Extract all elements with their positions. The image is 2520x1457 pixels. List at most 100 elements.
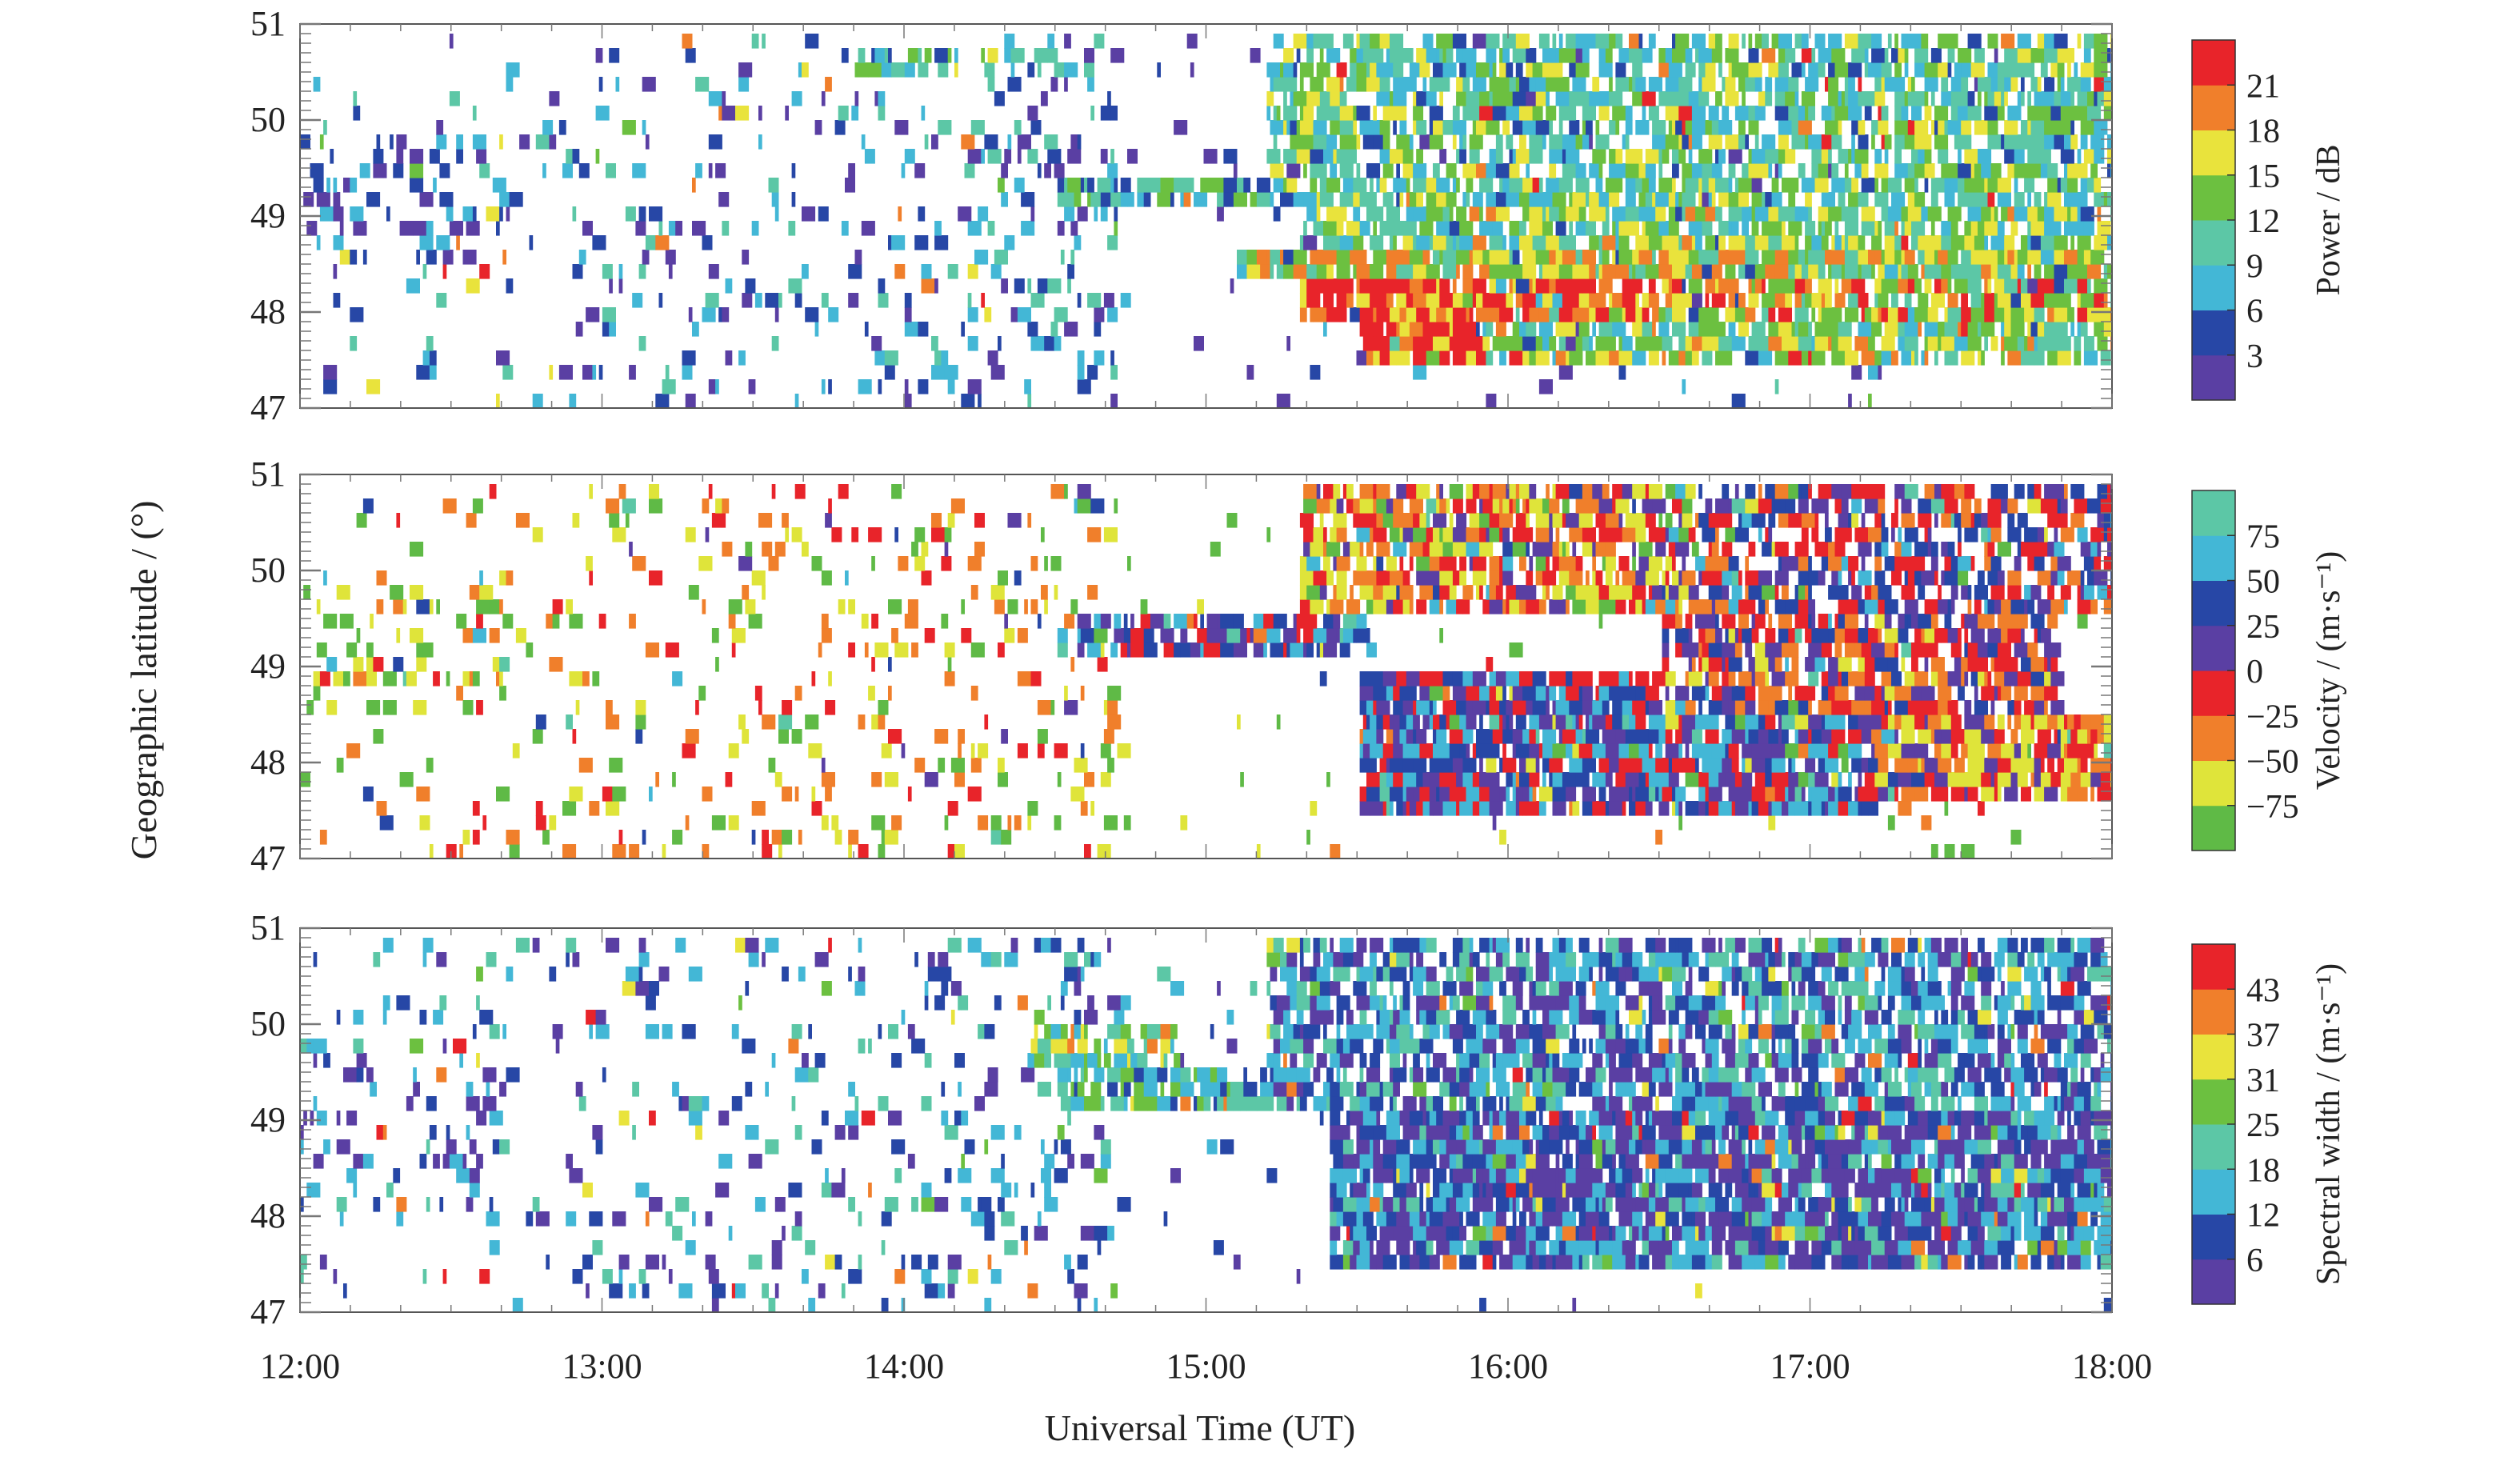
data-cell [2017,264,2025,279]
data-cell [1934,350,1938,366]
data-cell [1901,350,1912,366]
data-cell [1702,614,1716,629]
data-cell [1273,614,1287,629]
data-cell [1838,599,1846,614]
data-cell [1526,599,1540,614]
data-cell [1609,120,1616,135]
data-cell [1685,48,1693,63]
data-cell [2060,729,2068,744]
data-cell [1668,772,1679,787]
data-cell [1758,599,1766,614]
data-cell [1578,322,1590,337]
data-cell [1629,278,1636,294]
data-cell [1818,278,1832,294]
data-cell [2054,206,2068,222]
data-cell [1306,48,1314,63]
data-cell [1722,729,1733,744]
data-cell [1834,614,1839,629]
data-cell [356,628,361,643]
data-cell [1549,498,1560,514]
data-cell [1416,729,1427,744]
data-cell [1087,192,1091,207]
data-cell [1103,700,1108,715]
data-cell [1499,77,1510,92]
data-cell [1762,250,1776,265]
data-cell [1825,120,1832,135]
data-cell [1422,714,1430,730]
data-cell [1416,743,1420,759]
data-cell [2037,599,2051,614]
data-cell [2097,542,2102,557]
data-cell [1938,250,1949,265]
data-cell [1350,48,1354,63]
data-cell [1416,570,1423,586]
data-cell [506,62,520,78]
data-cell [1642,322,1653,337]
data-cell [2080,743,2091,759]
data-cell [2080,134,2088,150]
data-cell [1858,322,1872,337]
data-cell [1668,91,1676,106]
data-cell [1967,106,1982,121]
data-cell [1582,686,1593,701]
data-cell [1861,642,1872,658]
data-cell [808,743,822,759]
data-cell [1629,48,1643,63]
data-cell [578,250,586,265]
data-cell [1964,700,1972,715]
data-cell [1678,350,1686,366]
data-cell [2044,106,2051,121]
data-cell [1174,614,1188,629]
data-cell [1652,585,1663,600]
data-cell [1987,91,1995,106]
data-cell [1768,484,1776,499]
data-cell [2044,77,2055,92]
data-cell [1642,498,1653,514]
data-cell [1499,178,1503,193]
data-cell [1745,729,1749,744]
data-cell [1429,758,1443,773]
data-cell [1854,163,1862,178]
data-cell [1918,758,1922,773]
data-cell [1296,48,1301,63]
data-cell [1509,264,1523,279]
data-cell [1798,322,1809,337]
data-cell [1293,106,1298,121]
data-cell [2097,758,2111,773]
data-cell [1668,62,1682,78]
data-cell [1984,614,1995,629]
data-cell [861,221,875,236]
data-cell [1702,599,1713,614]
data-cell [1944,350,1958,366]
data-cell [2037,34,2045,49]
data-cell [1569,556,1577,571]
data-cell [778,844,782,859]
data-cell [1572,599,1586,614]
data-cell [1050,484,1065,499]
data-cell [1230,278,1234,294]
data-cell [1705,686,1710,701]
data-cell [1495,700,1500,715]
data-cell [2097,91,2105,106]
data-cell [1452,570,1460,586]
data-cell [1745,570,1759,586]
data-cell [2077,729,2088,744]
data-cell [1210,628,1224,643]
data-cell [1884,642,1895,658]
data-cell [1080,743,1085,759]
data-cell [1256,844,1261,859]
data-cell [1615,498,1630,514]
data-cell [1964,714,1969,730]
data-cell [1319,513,1324,528]
data-cell [1691,542,1699,557]
data-cell [1157,62,1161,78]
data-cell [1575,178,1590,193]
data-cell [1821,801,1826,816]
data-cell [396,628,401,643]
data-cell [2070,513,2085,528]
data-cell [2014,178,2018,193]
data-cell [1479,513,1490,528]
data-cell [562,801,577,816]
data-cell [1555,264,1560,279]
data-cell [1562,163,1576,178]
